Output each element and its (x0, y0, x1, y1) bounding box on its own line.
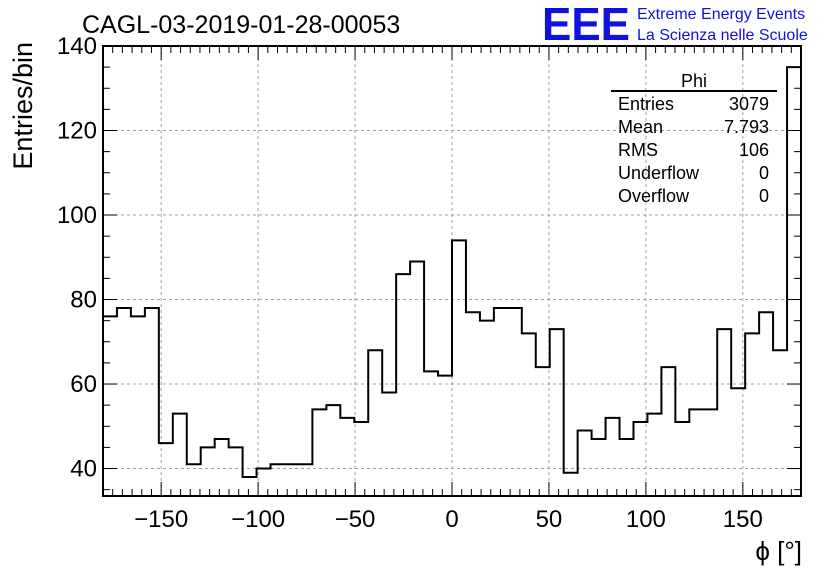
stats-value: 0 (759, 186, 769, 206)
chart-title: CAGL-03-2019-01-28-00053 (82, 11, 400, 39)
y-tick-label: 140 (57, 33, 97, 60)
stats-value: 106 (739, 140, 769, 160)
logo-mark: EEE (542, 0, 630, 50)
y-tick-label: 120 (57, 118, 97, 145)
x-tick-label: 100 (626, 506, 666, 533)
eee-logo: EEE Extreme Energy Events La Scienza nel… (542, 0, 808, 50)
logo-line-2: La Scienza nelle Scuole (637, 27, 808, 44)
logo-line-1: Extreme Energy Events (637, 6, 805, 23)
y-tick-label: 60 (70, 371, 97, 398)
x-tick-label: −100 (231, 506, 285, 533)
stats-label: RMS (618, 140, 658, 160)
stats-value: 7.793 (724, 117, 769, 137)
stats-title: Phi (681, 71, 707, 91)
stats-label: Mean (618, 117, 663, 137)
y-axis-label: Entries/bin (8, 42, 38, 170)
y-tick-label: 100 (57, 202, 97, 229)
x-tick-label: −150 (134, 506, 188, 533)
x-tick-label: −50 (335, 506, 376, 533)
y-tick-label: 80 (70, 287, 97, 314)
x-tick-label: 0 (445, 506, 458, 533)
stats-rows: Entries 3079 Mean 7.793 RMS 106 Underflow 0 Over… (618, 94, 769, 206)
stats-value: 3079 (729, 94, 769, 114)
stats-box: Phi Entries 3079 Mean 7.793 RMS 106 Underflow 0… (611, 71, 777, 206)
x-axis-label: ϕ [°] (755, 536, 802, 566)
stats-label: Entries (618, 94, 674, 114)
y-axis: 40 60 80 100 120 140 (57, 33, 801, 491)
stats-label: Overflow (618, 186, 690, 206)
x-tick-label: 150 (723, 506, 763, 533)
stats-label: Underflow (618, 163, 700, 183)
y-tick-label: 40 (70, 456, 97, 483)
x-axis: −150 −100 −50 0 50 100 150 (112, 46, 792, 533)
x-tick-label: 50 (536, 506, 563, 533)
stats-value: 0 (759, 163, 769, 183)
histogram-line (103, 66, 801, 478)
